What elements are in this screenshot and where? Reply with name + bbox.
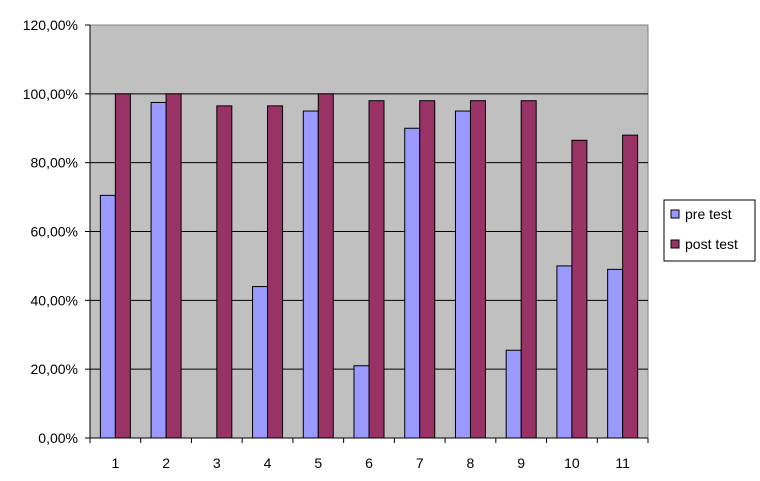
legend-label-post-test: post test: [685, 236, 738, 252]
y-tick-label: 0,00%: [38, 430, 78, 446]
legend-swatch-post-test: [670, 239, 680, 249]
x-tick-label: 7: [416, 455, 424, 471]
bar-post-test-2: [165, 93, 182, 439]
x-tick-label: 5: [314, 455, 322, 471]
bar-pre-test-2: [150, 101, 167, 439]
y-tick-label: 20,00%: [31, 361, 78, 377]
x-tick-label: 2: [162, 455, 170, 471]
y-tick-label: 40,00%: [31, 292, 78, 308]
bar-post-test-8: [469, 100, 486, 439]
bar-post-test-4: [267, 105, 284, 439]
x-tick-label: 3: [213, 455, 221, 471]
axes: 0,00% 20,00% 40,00% 60,00% 80,00% 100,00% 120,…: [23, 17, 649, 471]
bar-pre-test-5: [302, 110, 319, 439]
bar-post-test-11: [622, 134, 639, 439]
bar-pre-test-1: [99, 194, 116, 439]
x-tick-label: 9: [517, 455, 525, 471]
legend: pre test post test: [663, 199, 756, 262]
y-tick-label: 60,00%: [31, 224, 78, 240]
x-tick-label: 1: [111, 455, 119, 471]
bars: [99, 93, 639, 439]
x-tick-label: 11: [615, 455, 630, 471]
bar-post-test-10: [571, 139, 588, 439]
bar-post-test-7: [419, 100, 436, 439]
bar-post-test-6: [368, 100, 385, 439]
bar-post-test-9: [520, 100, 537, 439]
bar-pre-test-8: [454, 110, 471, 439]
x-tick-label: 6: [365, 455, 373, 471]
x-tick-label: 10: [564, 455, 580, 471]
bar-pre-test-4: [252, 286, 269, 439]
x-tick-label: 4: [264, 455, 272, 471]
x-tick-label: 8: [467, 455, 475, 471]
bar-pre-test-10: [556, 265, 573, 439]
y-tick-label: 100,00%: [23, 86, 78, 102]
bar-pre-test-11: [607, 268, 624, 439]
bar-pre-test-6: [353, 365, 370, 439]
y-tick-label: 120,00%: [23, 17, 78, 33]
y-tick-label: 80,00%: [31, 155, 78, 171]
legend-swatch-pre-test: [670, 209, 680, 219]
bar-post-test-3: [216, 105, 233, 439]
bar-pre-test-7: [404, 127, 421, 439]
bar-pre-test-9: [505, 349, 522, 439]
legend-label-pre-test: pre test: [685, 206, 732, 222]
bar-post-test-5: [317, 93, 334, 439]
bar-post-test-1: [114, 93, 131, 439]
